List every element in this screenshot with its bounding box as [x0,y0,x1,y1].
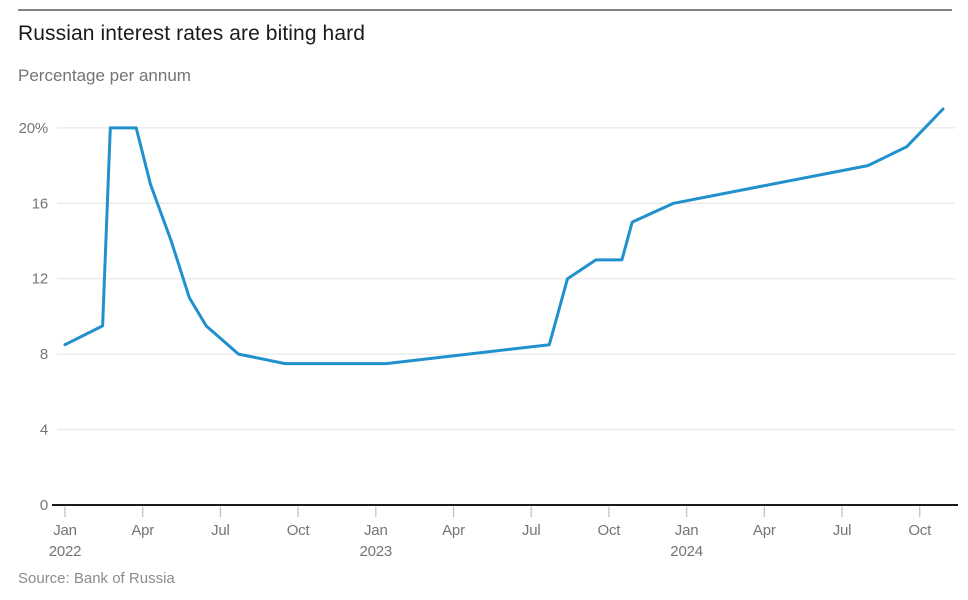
x-axis-year-label: 2022 [49,543,82,560]
top-rule [18,9,952,11]
y-axis-tick-label: 16 [32,195,48,212]
rate-line [63,107,945,366]
x-axis-year-label: 2024 [670,543,703,560]
x-axis-year-label: 2023 [360,543,393,560]
chart-subtitle: Percentage per annum [18,66,191,85]
x-axis-tick-label: Jul [833,522,852,539]
x-axis-tick-label: Jan [675,522,699,539]
y-axis-tick-label: 12 [32,271,48,288]
y-axis-tick-label: 4 [40,422,48,439]
x-axis-tick-label: Apr [131,522,154,539]
x-axis-tick-label: Oct [908,522,932,539]
x-axis-tick-label: Jul [522,522,541,539]
source-note: Source: Bank of Russia [18,570,175,587]
x-axis-tick-label: Oct [287,522,311,539]
x-axis-tick-label: Jan [53,522,77,539]
x-axis-tick-label: Apr [753,522,776,539]
x-axis-tick-label: Jan [364,522,388,539]
x-axis-tick-label: Apr [442,522,465,539]
y-axis-tick-label: 8 [40,346,48,363]
x-axis-tick-label: Jul [211,522,230,539]
y-axis-tick-label: 20% [19,120,48,137]
y-axis-tick-label: 0 [40,497,48,514]
x-axis-tick-label: Oct [598,522,622,539]
chart-title: Russian interest rates are biting hard [18,22,365,45]
